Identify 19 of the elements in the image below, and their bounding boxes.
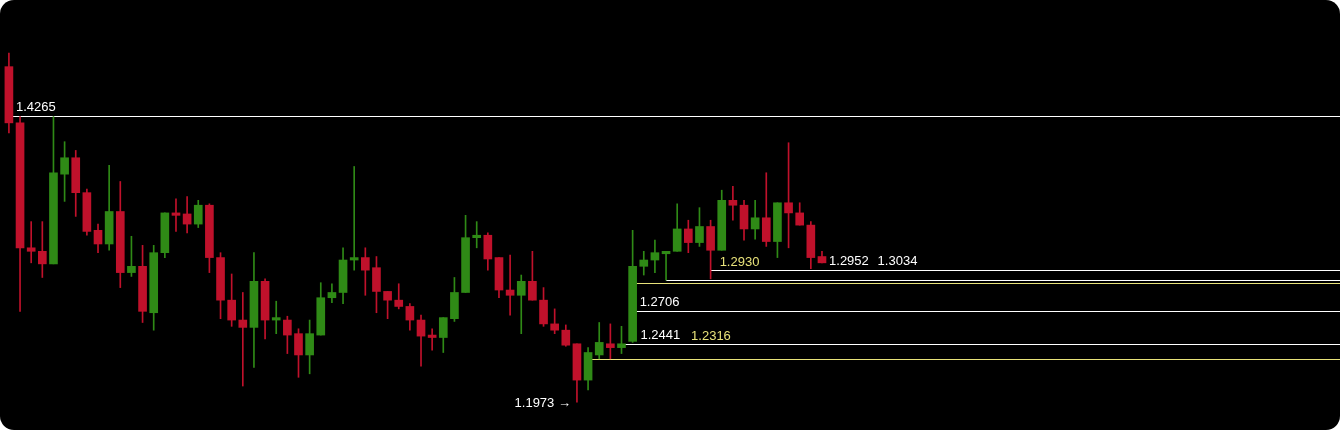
- annotation: 1.2706: [639, 293, 680, 309]
- candlestick: [472, 221, 482, 249]
- annotation: 1.4265: [15, 99, 56, 115]
- annotation: 1.2316: [691, 328, 731, 344]
- text: 1.2952: [829, 252, 869, 268]
- candlestick: [505, 254, 515, 316]
- annotation: 1.2930: [719, 253, 760, 269]
- candlestick: [728, 186, 738, 221]
- candlestick: [516, 274, 526, 334]
- candlestick: [37, 221, 47, 278]
- candlestick: [271, 300, 281, 334]
- candlestick: [360, 247, 370, 296]
- candlestick: [238, 292, 248, 387]
- candlestick: [26, 221, 36, 264]
- candlestick: [349, 166, 359, 271]
- annotation: 1.2441: [640, 326, 681, 342]
- candlestick: [650, 239, 660, 273]
- annotation: 1.1973 →: [514, 395, 571, 411]
- text: 1.3034: [877, 252, 918, 268]
